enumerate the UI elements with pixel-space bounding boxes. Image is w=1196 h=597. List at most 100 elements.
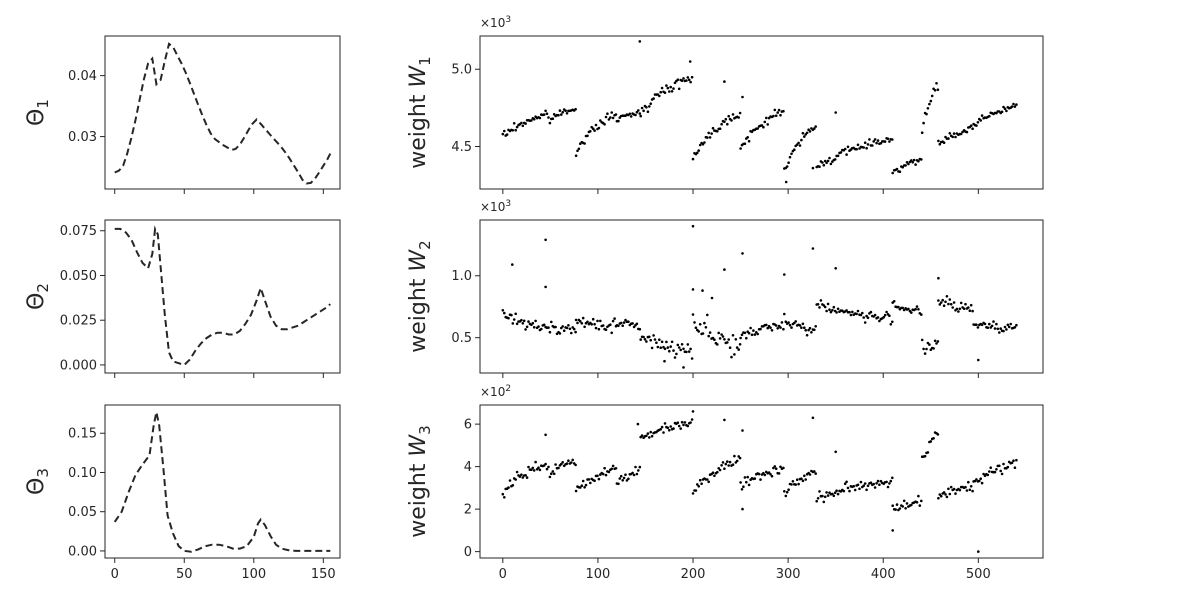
data-point xyxy=(514,478,517,481)
data-point xyxy=(760,124,764,127)
data-point xyxy=(843,147,847,151)
data-point xyxy=(996,327,1000,331)
axes-frame-theta1 xyxy=(104,35,341,190)
data-point xyxy=(759,327,762,331)
data-point xyxy=(586,320,589,324)
data-point xyxy=(650,434,654,438)
data-point xyxy=(666,86,670,90)
data-point xyxy=(565,462,569,465)
y-label-prefix: weight xyxy=(406,272,431,353)
data-point xyxy=(666,426,670,430)
data-point xyxy=(668,349,671,353)
data-point xyxy=(501,309,505,312)
data-point xyxy=(763,473,767,477)
data-point xyxy=(826,494,830,497)
data-point xyxy=(663,359,666,363)
data-point xyxy=(727,114,730,118)
data-point xyxy=(723,120,726,124)
data-point xyxy=(560,113,563,116)
y-tick-label: 0.04 xyxy=(68,69,97,84)
data-point xyxy=(845,309,848,312)
data-point xyxy=(878,483,881,487)
data-point xyxy=(660,425,664,429)
data-point xyxy=(680,79,684,82)
y-tick-label: 4.5 xyxy=(451,140,472,155)
data-point xyxy=(512,122,516,125)
data-point xyxy=(561,461,564,464)
data-point xyxy=(774,324,778,327)
data-point xyxy=(922,347,925,351)
data-point xyxy=(561,110,564,114)
data-point xyxy=(968,488,972,492)
data-point xyxy=(713,474,716,478)
y-label-subscript: 3 xyxy=(416,425,434,435)
data-point xyxy=(691,288,695,291)
data-point xyxy=(634,465,637,469)
data-point xyxy=(787,161,790,164)
data-point xyxy=(746,475,749,479)
data-point xyxy=(793,148,796,151)
data-point xyxy=(978,479,981,483)
data-point xyxy=(718,337,722,340)
data-point xyxy=(986,473,990,477)
data-point xyxy=(818,306,821,309)
data-point xyxy=(826,302,830,306)
data-point xyxy=(959,301,963,305)
data-point xyxy=(957,310,960,313)
data-point xyxy=(711,471,715,475)
data-point xyxy=(708,136,712,139)
data-point xyxy=(503,311,506,315)
data-point xyxy=(977,550,980,553)
data-point xyxy=(925,112,928,116)
data-point xyxy=(872,482,875,486)
data-point xyxy=(594,326,598,330)
data-point xyxy=(723,338,726,341)
data-point xyxy=(810,331,813,334)
data-point xyxy=(521,322,525,325)
data-point xyxy=(858,487,861,491)
y-tick-label: 0.050 xyxy=(60,269,97,284)
data-point xyxy=(976,326,980,329)
data-point xyxy=(986,326,990,330)
data-point xyxy=(723,80,726,83)
data-point xyxy=(783,273,786,276)
data-point xyxy=(532,118,536,121)
data-point xyxy=(698,143,702,147)
data-point xyxy=(619,474,623,478)
data-point xyxy=(969,485,973,488)
data-point xyxy=(640,434,644,437)
data-point xyxy=(701,289,704,292)
data-point xyxy=(948,492,952,496)
data-point xyxy=(741,429,744,432)
data-point xyxy=(935,82,938,85)
data-point xyxy=(983,322,987,326)
y-label-symbol: Θ xyxy=(24,478,49,495)
data-point xyxy=(511,322,515,325)
data-point xyxy=(734,338,738,341)
data-point xyxy=(574,489,578,493)
data-point xyxy=(947,137,950,140)
data-point xyxy=(805,333,809,337)
data-point xyxy=(875,141,878,145)
data-point xyxy=(757,472,761,476)
data-point xyxy=(635,110,639,114)
data-point xyxy=(873,138,877,141)
data-point xyxy=(842,489,846,493)
data-point xyxy=(779,326,782,329)
data-point xyxy=(648,105,651,108)
data-point xyxy=(782,466,785,470)
data-point xyxy=(587,478,591,481)
data-point xyxy=(670,340,674,344)
data-point xyxy=(980,481,984,485)
data-point xyxy=(658,94,661,98)
data-point xyxy=(601,324,605,327)
data-point xyxy=(856,309,860,313)
data-point xyxy=(782,109,785,113)
data-point xyxy=(590,323,593,326)
data-point xyxy=(855,147,858,151)
y-tick-label: 5.0 xyxy=(451,63,472,78)
multiplier-exponent: 2 xyxy=(505,384,511,394)
data-point xyxy=(928,343,931,346)
data-point xyxy=(818,490,821,493)
data-point xyxy=(936,433,940,436)
